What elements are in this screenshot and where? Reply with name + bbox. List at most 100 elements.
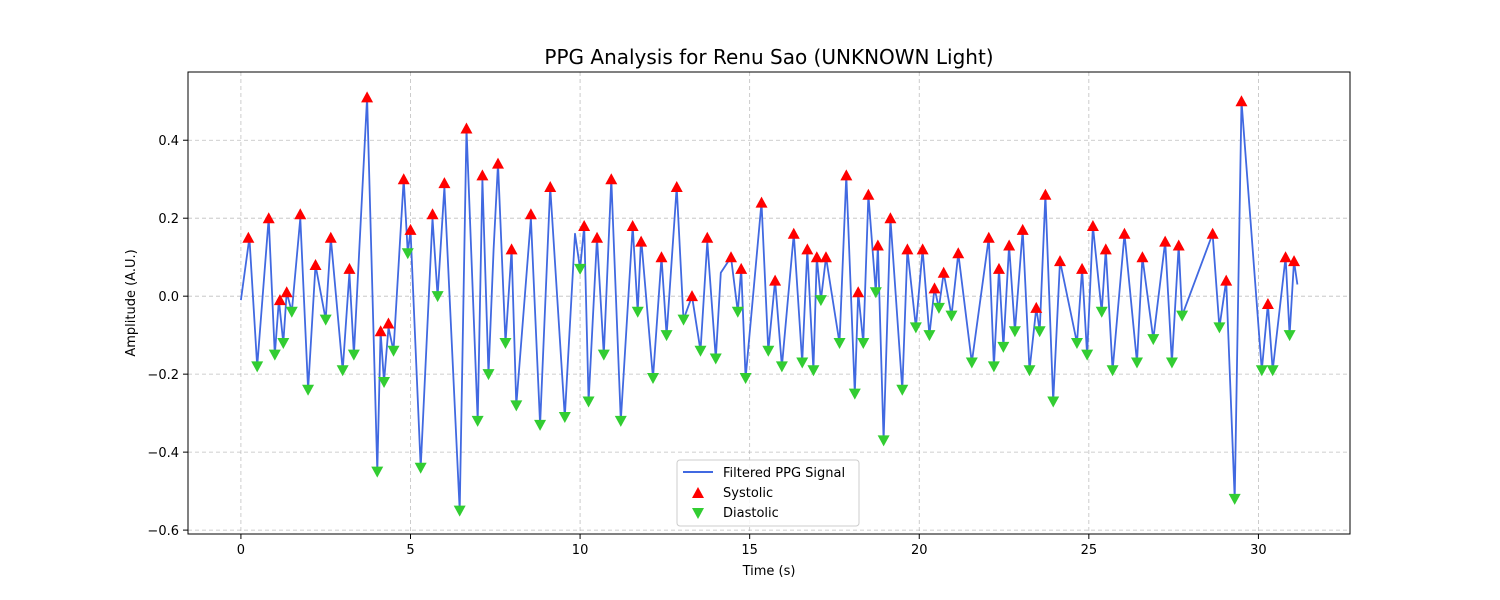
x-tick-label: 10 [572, 543, 589, 558]
systolic-marker [242, 231, 255, 243]
y-tick-label: −0.6 [147, 524, 179, 539]
y-tick-label: −0.2 [147, 368, 179, 383]
legend-box [676, 459, 860, 527]
diastolic-marker [431, 291, 444, 303]
diastolic-marker [285, 306, 298, 318]
diastolic-marker [1081, 349, 1094, 361]
diastolic-marker [347, 349, 360, 361]
x-tick-label: 0 [237, 543, 245, 558]
systolic-marker [928, 282, 941, 294]
systolic-marker [1235, 95, 1248, 107]
systolic-marker [1288, 255, 1301, 267]
diastolic-marker [1023, 365, 1036, 377]
diastolic-marker [510, 400, 523, 412]
diastolic-marker [814, 295, 827, 307]
diastolic-marker [877, 435, 890, 447]
x-axis: 0 5 10 15 20 25 30 [237, 534, 1267, 558]
legend-systolic-swatch [692, 487, 704, 498]
diastolic-marker [857, 337, 870, 349]
systolic-marker [374, 325, 387, 337]
systolic-marker [605, 173, 618, 185]
systolic-marker [852, 286, 865, 298]
diastolic-marker [387, 345, 400, 357]
diastolic-marker [1165, 357, 1178, 369]
systolic-marker [460, 122, 473, 134]
systolic-marker [1220, 274, 1233, 286]
diastolic-marker [371, 466, 384, 478]
diastolic-marker [1228, 493, 1241, 505]
diastolic-marker [319, 314, 332, 326]
diastolic-marker [378, 376, 391, 388]
systolic-marker [769, 274, 782, 286]
systolic-marker [655, 251, 668, 263]
diastolic-marker [1147, 334, 1160, 346]
systolic-marker [1054, 255, 1067, 267]
systolic-marker [343, 262, 356, 274]
systolic-marker [787, 227, 800, 239]
diastolic-marker [251, 361, 264, 373]
systolic-marker [901, 243, 914, 255]
systolic-marker [578, 220, 591, 231]
systolic-marker [280, 286, 293, 298]
diastolic-marker [336, 365, 349, 377]
diastolic-marker [833, 337, 846, 349]
legend-signal-label: Filtered PPG Signal [723, 466, 845, 481]
diastolic-marker [796, 357, 809, 369]
systolic-marker [1136, 251, 1149, 263]
systolic-marker [871, 239, 884, 251]
systolic-marker [1206, 227, 1219, 239]
diastolic-marker [631, 306, 644, 318]
systolic-marker [397, 173, 410, 185]
systolic-marker [1172, 239, 1185, 251]
diastolic-marker [1047, 396, 1060, 408]
systolic-marker [686, 290, 699, 302]
diastolic-marker [597, 349, 610, 361]
systolic-marker [1118, 227, 1131, 239]
systolic-marker [505, 243, 518, 255]
diastolic-marker [1008, 326, 1021, 338]
diastolic-marker [1033, 326, 1046, 338]
systolic-marker [1261, 297, 1274, 309]
y-tick-label: −0.4 [147, 446, 179, 461]
y-tick-label: 0.2 [158, 212, 179, 227]
systolic-marker [1159, 235, 1172, 247]
systolic-marker [361, 91, 374, 103]
diastolic-marker [945, 310, 958, 322]
systolic-marker [1279, 251, 1292, 263]
diastolic-marker [453, 505, 466, 517]
plot-area [240, 91, 1301, 517]
systolic-marker [294, 208, 307, 220]
legend-diastolic-swatch [692, 508, 704, 519]
systolic-marker [635, 235, 648, 247]
diastolic-marker [499, 337, 512, 349]
legend-systolic-label: Systolic [723, 486, 773, 501]
x-tick-label: 25 [1081, 543, 1098, 558]
systolic-marker [862, 188, 875, 200]
legend: Filtered PPG Signal Systolic Diastolic [676, 459, 860, 527]
systolic-marker [309, 258, 322, 270]
diastolic-marker [534, 419, 547, 431]
diastolic-marker [1106, 365, 1119, 377]
diastolic-marker [896, 384, 909, 396]
systolic-marker [701, 231, 714, 243]
diastolic-marker [997, 341, 1010, 353]
diastolic-marker [709, 353, 722, 365]
diastolic-marker [414, 462, 427, 474]
diastolic-marker [614, 415, 627, 427]
diastolic-marker [1283, 330, 1296, 342]
diastolic-marker [1131, 357, 1144, 369]
diastolic-marker [1095, 306, 1108, 318]
systolic-marker [1086, 220, 1099, 231]
systolic-marker [1016, 223, 1029, 235]
axes-frame [187, 71, 1351, 535]
systolic-marker [884, 212, 897, 224]
systolic-marker [819, 251, 832, 263]
diastolic-marker [909, 322, 922, 334]
diastolic-marker [401, 248, 414, 260]
systolic-marker [262, 212, 275, 224]
diastolic-marker [1070, 337, 1083, 349]
diastolic-marker [848, 388, 861, 400]
diastolic-marker [923, 330, 936, 342]
systolic-marker [476, 169, 489, 181]
